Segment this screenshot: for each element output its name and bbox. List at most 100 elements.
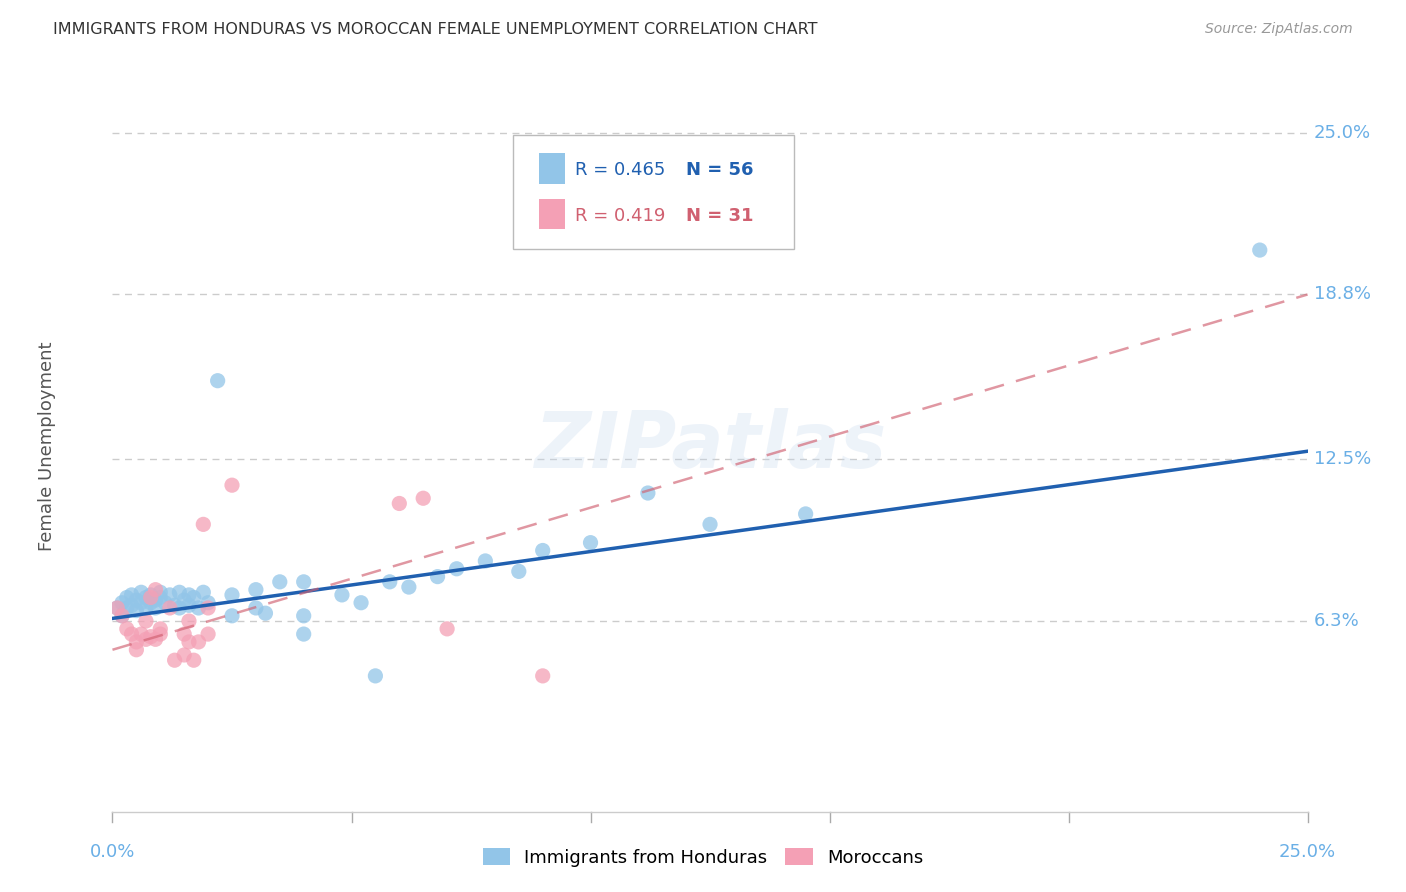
Point [350,596,373,610]
Point [412,491,434,506]
FancyBboxPatch shape [513,135,793,249]
Point [1249,243,1271,257]
Point [446,562,468,576]
Point [177,599,200,613]
Point [245,582,267,597]
Point [159,601,181,615]
Point [169,601,191,615]
Point [139,630,162,644]
Point [173,648,195,662]
Point [364,669,387,683]
Point [292,627,315,641]
Point [177,614,200,628]
Point [121,599,143,613]
Point [139,588,162,602]
Text: 6.3%: 6.3% [1313,612,1360,630]
Point [111,608,134,623]
Point [197,596,219,610]
Point [508,565,530,579]
Point [330,588,353,602]
Point [254,606,277,620]
Text: 25.0%: 25.0% [1279,843,1336,861]
Point [177,635,200,649]
Text: R = 0.465: R = 0.465 [575,161,665,179]
Text: R = 0.419: R = 0.419 [575,207,665,225]
FancyBboxPatch shape [538,199,565,229]
Point [292,608,315,623]
Point [193,585,215,599]
Point [121,588,143,602]
Text: Female Unemployment: Female Unemployment [38,342,56,550]
Point [173,593,195,607]
Point [292,574,315,589]
Legend: Immigrants from Honduras, Moroccans: Immigrants from Honduras, Moroccans [475,841,931,874]
Point [145,632,167,647]
Point [111,596,134,610]
Point [163,599,186,613]
Point [139,591,162,605]
Point [115,601,138,615]
Point [531,543,554,558]
Point [149,591,172,605]
Point [125,635,148,649]
Point [149,585,172,599]
Point [187,635,209,649]
Point [187,601,209,615]
Point [245,601,267,615]
Point [129,585,152,599]
Point [121,627,143,641]
Point [173,627,195,641]
Text: 25.0%: 25.0% [1313,123,1371,142]
Text: ZIPatlas: ZIPatlas [534,408,886,484]
Point [105,601,128,615]
Point [197,627,219,641]
Point [111,608,134,623]
Point [135,591,157,605]
Point [125,593,148,607]
Point [129,627,152,641]
Point [637,486,659,500]
Point [129,596,152,610]
Point [221,608,243,623]
Point [426,569,449,583]
Text: 18.8%: 18.8% [1313,285,1371,303]
Text: N = 56: N = 56 [686,161,754,179]
Point [125,642,148,657]
Point [474,554,496,568]
Point [115,622,138,636]
Point [183,591,205,605]
Point [207,374,229,388]
Point [221,478,243,492]
Point [163,653,186,667]
Point [177,588,200,602]
Point [183,653,205,667]
FancyBboxPatch shape [538,153,565,184]
Text: IMMIGRANTS FROM HONDURAS VS MOROCCAN FEMALE UNEMPLOYMENT CORRELATION CHART: IMMIGRANTS FROM HONDURAS VS MOROCCAN FEM… [53,22,818,37]
Point [135,601,157,615]
Point [135,632,157,647]
Point [145,582,167,597]
Point [135,614,157,628]
Point [105,601,128,615]
Point [269,574,291,589]
Text: 12.5%: 12.5% [1313,450,1371,468]
Point [378,574,401,589]
Point [149,627,172,641]
Point [145,593,167,607]
Point [388,496,411,510]
Point [436,622,458,636]
Point [699,517,721,532]
Point [145,601,167,615]
Point [159,588,181,602]
Point [221,588,243,602]
Text: Source: ZipAtlas.com: Source: ZipAtlas.com [1205,22,1353,37]
Point [193,517,215,532]
Point [149,622,172,636]
Point [794,507,817,521]
Text: 0.0%: 0.0% [90,843,135,861]
Point [115,591,138,605]
Point [531,669,554,683]
Point [125,603,148,617]
Point [579,535,602,549]
Point [139,596,162,610]
